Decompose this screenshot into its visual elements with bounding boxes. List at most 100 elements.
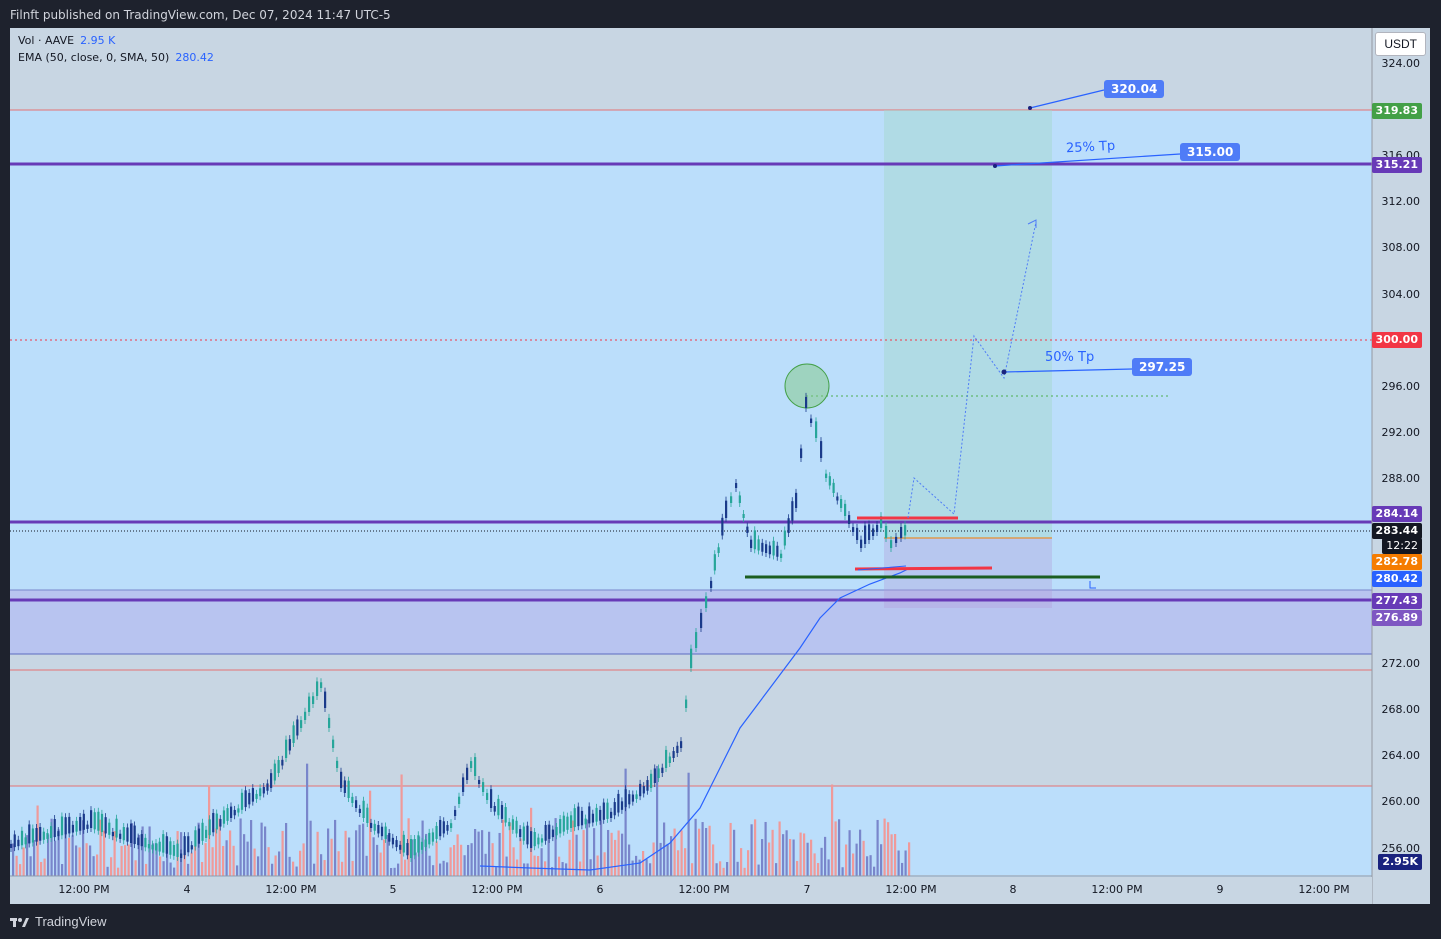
volume-bar bbox=[120, 845, 123, 876]
x-tick: 12:00 PM bbox=[678, 883, 730, 896]
chart-area[interactable]: Vol · AAVE 2.95 K EMA (50, close, 0, SMA,… bbox=[10, 28, 1430, 904]
candle-body bbox=[795, 492, 798, 508]
x-tick: 12:00 PM bbox=[58, 883, 110, 896]
volume-bar bbox=[253, 848, 256, 876]
volume-bar bbox=[341, 861, 344, 876]
tp-25-label[interactable]: 25% Tp bbox=[1065, 138, 1116, 157]
volume-bar bbox=[523, 863, 526, 876]
volume-bar bbox=[246, 841, 249, 876]
volume-bar bbox=[642, 851, 645, 876]
candle-body bbox=[526, 825, 529, 845]
volume-bar bbox=[33, 839, 36, 876]
anchor-320 bbox=[1028, 106, 1032, 110]
volume-bar bbox=[638, 859, 641, 876]
candle-body bbox=[511, 819, 515, 830]
time-axis[interactable] bbox=[10, 877, 1372, 904]
volume-bar bbox=[677, 850, 680, 876]
volume-bar bbox=[117, 867, 120, 876]
candle-body bbox=[820, 441, 823, 458]
candle-body bbox=[657, 768, 660, 778]
label-320[interactable]: 320.04 bbox=[1104, 80, 1165, 98]
candle-body bbox=[765, 544, 768, 553]
candle-body bbox=[864, 525, 867, 544]
candle-body bbox=[783, 530, 786, 546]
candle-body bbox=[439, 819, 442, 837]
candle-body bbox=[119, 833, 122, 839]
candle-body bbox=[661, 767, 664, 773]
volume-bar bbox=[68, 837, 71, 876]
volume-bar bbox=[320, 854, 323, 876]
candle-body bbox=[435, 825, 438, 839]
candle-body bbox=[140, 834, 143, 847]
candle-body bbox=[844, 503, 847, 516]
candle-body bbox=[895, 536, 898, 543]
volume-legend-value: 2.95 K bbox=[80, 34, 116, 47]
candle-body bbox=[370, 822, 373, 828]
label-315[interactable]: 315.00 bbox=[1180, 143, 1241, 161]
volume-bar bbox=[736, 861, 739, 876]
volume-bar bbox=[274, 855, 277, 876]
volume-bar bbox=[687, 772, 690, 876]
volume-bar bbox=[99, 819, 102, 876]
candle-body bbox=[530, 831, 533, 848]
chart-canvas[interactable] bbox=[10, 28, 1430, 904]
volume-bar bbox=[621, 833, 624, 876]
candle-body bbox=[486, 792, 489, 800]
candle-body bbox=[144, 837, 147, 848]
currency-button[interactable]: USDT bbox=[1375, 32, 1426, 56]
volume-bar bbox=[449, 847, 452, 876]
volume-bar bbox=[78, 847, 81, 876]
volume-bar bbox=[43, 858, 46, 876]
volume-bar bbox=[267, 847, 270, 876]
y-tick: 272.00 bbox=[1381, 657, 1421, 670]
tradingview-logo[interactable]: TradingView bbox=[10, 914, 107, 929]
price-axis[interactable] bbox=[1372, 28, 1430, 904]
candle-body bbox=[320, 682, 323, 688]
volume-bar bbox=[806, 842, 809, 876]
volume-bar bbox=[484, 853, 487, 876]
candle-body bbox=[115, 818, 118, 838]
candle-body bbox=[93, 812, 96, 830]
candle-body bbox=[277, 760, 280, 773]
candle-body bbox=[904, 525, 907, 536]
x-tick: 12:00 PM bbox=[1091, 883, 1143, 896]
connector-315 bbox=[994, 153, 1181, 167]
volume-bar bbox=[596, 855, 599, 876]
candle-body bbox=[848, 515, 851, 524]
candle-body bbox=[151, 844, 154, 850]
label-297[interactable]: 297.25 bbox=[1132, 358, 1193, 376]
volume-bar bbox=[152, 843, 155, 876]
candle-body bbox=[197, 828, 201, 844]
volume-legend[interactable]: Vol · AAVE 2.95 K bbox=[18, 34, 115, 47]
x-tick: 8 bbox=[1009, 883, 1017, 896]
volume-bar bbox=[64, 823, 67, 876]
volume-bar bbox=[428, 855, 431, 876]
candle-body bbox=[251, 788, 255, 802]
volume-bar bbox=[764, 821, 767, 876]
volume-bar bbox=[383, 839, 386, 876]
candle-body bbox=[832, 482, 835, 493]
volume-bar bbox=[201, 861, 204, 876]
volume-bar bbox=[904, 850, 907, 876]
y-tick: 260.00 bbox=[1381, 795, 1421, 808]
long-position-target[interactable] bbox=[884, 110, 1052, 538]
candle-body bbox=[222, 810, 226, 824]
volume-bar bbox=[859, 829, 862, 876]
volume-bar bbox=[344, 830, 347, 876]
candle-body bbox=[296, 719, 299, 736]
tp-50-label[interactable]: 50% Tp bbox=[1045, 350, 1095, 365]
candle-body bbox=[428, 832, 431, 845]
volume-bar bbox=[502, 819, 505, 876]
long-position-stop[interactable] bbox=[884, 538, 1052, 608]
volume-bar bbox=[645, 859, 648, 876]
candle-body bbox=[399, 844, 402, 850]
candle-body bbox=[876, 524, 879, 532]
ema-legend[interactable]: EMA (50, close, 0, SMA, 50) 280.42 bbox=[18, 51, 214, 64]
volume-bar bbox=[568, 839, 571, 876]
candle-body bbox=[100, 813, 104, 833]
volume-bar bbox=[110, 857, 113, 876]
volume-bar bbox=[407, 818, 410, 876]
volume-bar bbox=[834, 821, 837, 876]
candle-body bbox=[555, 826, 558, 836]
volume-bar bbox=[414, 852, 417, 876]
